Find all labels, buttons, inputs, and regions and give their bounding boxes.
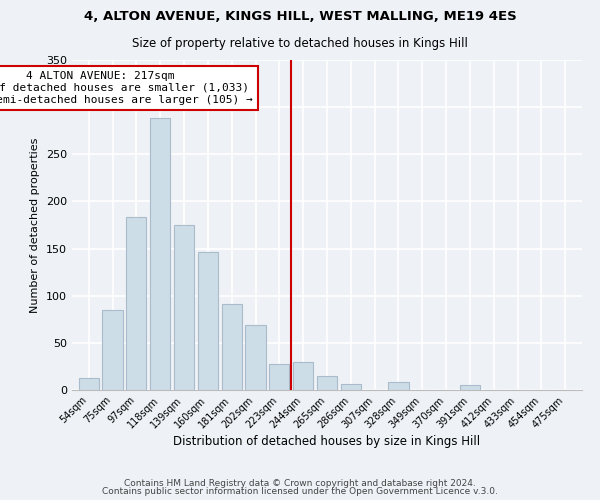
Bar — [245, 325, 266, 390]
Text: 4 ALTON AVENUE: 217sqm
← 91% of detached houses are smaller (1,033)
9% of semi-d: 4 ALTON AVENUE: 217sqm ← 91% of detached… — [0, 72, 253, 104]
Bar — [388, 382, 409, 390]
Bar — [79, 378, 99, 390]
Bar — [150, 118, 170, 390]
Bar — [269, 364, 289, 390]
Y-axis label: Number of detached properties: Number of detached properties — [31, 138, 40, 312]
Bar — [317, 376, 337, 390]
Text: Contains public sector information licensed under the Open Government Licence v.: Contains public sector information licen… — [102, 487, 498, 496]
Bar — [221, 304, 242, 390]
Text: Contains HM Land Registry data © Crown copyright and database right 2024.: Contains HM Land Registry data © Crown c… — [124, 478, 476, 488]
Text: 4, ALTON AVENUE, KINGS HILL, WEST MALLING, ME19 4ES: 4, ALTON AVENUE, KINGS HILL, WEST MALLIN… — [83, 10, 517, 23]
Bar — [198, 252, 218, 390]
X-axis label: Distribution of detached houses by size in Kings Hill: Distribution of detached houses by size … — [173, 436, 481, 448]
Bar — [293, 362, 313, 390]
Bar — [126, 216, 146, 390]
Bar — [341, 384, 361, 390]
Bar — [103, 310, 122, 390]
Bar — [460, 386, 480, 390]
Bar — [174, 225, 194, 390]
Text: Size of property relative to detached houses in Kings Hill: Size of property relative to detached ho… — [132, 38, 468, 51]
